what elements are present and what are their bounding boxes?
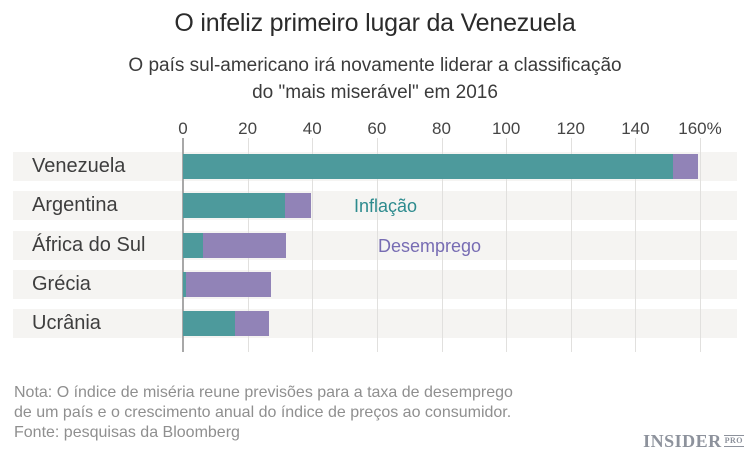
category-label: Argentina	[32, 194, 118, 217]
x-axis-tick-label: 40	[302, 119, 322, 138]
gridline	[700, 138, 701, 352]
bar-segment-inflacao	[183, 271, 187, 297]
x-axis-tick-label: 140	[621, 119, 650, 138]
insider-pro-logo: INSIDER PRO	[643, 431, 744, 452]
category-label: Venezuela	[32, 155, 126, 177]
category-label: Grécia	[32, 272, 91, 295]
bar-segment-desemprego	[672, 154, 699, 179]
bar-segment-inflacao	[183, 232, 204, 258]
logo-pro-badge: PRO	[723, 435, 744, 447]
row-band	[13, 269, 737, 299]
footnote-line-2: de um país e o crescimento anual do índi…	[14, 404, 512, 421]
x-axis-tick-label: 80	[432, 119, 451, 138]
row-band	[13, 191, 737, 221]
bar-segment-inflacao	[183, 193, 285, 219]
bar-segment-desemprego	[203, 232, 287, 258]
subtitle-line-2: do "mais miserável" em 2016	[252, 82, 498, 103]
x-axis-tick-label: 160%	[678, 119, 722, 138]
gridline	[635, 138, 637, 352]
page-title: O infeliz primeiro lugar da Venezuela	[174, 9, 576, 37]
bar-segment-desemprego	[284, 193, 311, 219]
legend-desemprego-label: Desemprego	[378, 236, 482, 256]
category-label: África do Sul	[32, 233, 146, 256]
x-axis-tick-label: 20	[238, 119, 258, 138]
footnote-line-3: Fonte: pesquisas da Bloomberg	[14, 424, 240, 441]
bar-segment-desemprego	[186, 271, 271, 297]
gridline	[376, 138, 378, 352]
row-band	[13, 309, 737, 339]
legend-inflacao-label: Inflação	[354, 196, 418, 216]
gridline	[570, 138, 572, 352]
subtitle-line-1: O país sul-americano irá novamente lider…	[128, 55, 622, 76]
row-band	[13, 230, 737, 260]
category-label: Ucrânia	[32, 312, 101, 335]
x-axis-tick-label: 100	[491, 119, 521, 138]
gridline	[441, 138, 443, 352]
bar-segment-inflacao	[183, 311, 236, 337]
footnote: Nota: O índice de miséria reune previsõe…	[14, 383, 513, 443]
logo-text: INSIDER	[643, 431, 722, 451]
gridline	[506, 138, 508, 352]
bar-segment-inflacao	[183, 154, 673, 179]
gridline	[312, 138, 314, 352]
x-axis-tick-label: 120	[556, 119, 585, 138]
x-axis-tick-label: 0	[178, 119, 188, 138]
bar-segment-desemprego	[235, 311, 269, 337]
x-axis-tick-label: 60	[367, 119, 387, 138]
footnote-line-1: Nota: O índice de miséria reune previsõe…	[14, 384, 513, 401]
